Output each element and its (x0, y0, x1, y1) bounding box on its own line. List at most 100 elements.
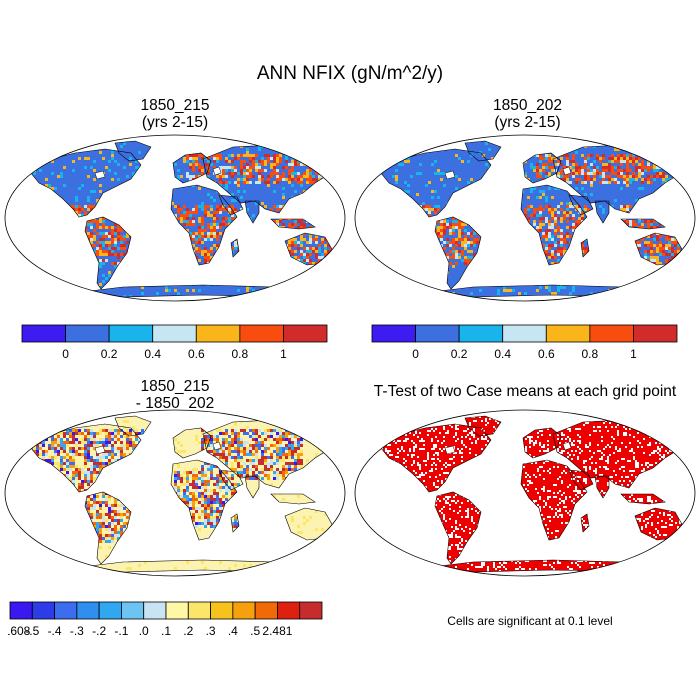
colorbar-box (254, 601, 278, 620)
map-boundary (4, 134, 346, 302)
coastline-north-america (30, 423, 142, 493)
colorbar-tick-label: 1 (630, 347, 637, 361)
coastline-india (594, 475, 610, 499)
panel-title-ttest: T-Test of two Case means at each grid po… (373, 383, 677, 400)
lake (94, 170, 106, 180)
lake (444, 445, 456, 455)
colorbar-box (239, 324, 284, 343)
map-case-a (4, 134, 346, 302)
significance-note: Cells are significant at 0.1 level (447, 614, 613, 628)
colorbar-tick-label: 1 (280, 347, 287, 361)
colorbar-tick-label: 0.6 (538, 347, 555, 361)
coastline-africa (170, 184, 238, 266)
colorbar-tick-label: -.4 (48, 624, 62, 638)
colorbar-box (143, 601, 167, 620)
colorbar-box (65, 324, 110, 343)
lake (562, 441, 572, 451)
coastline-north-america (380, 148, 492, 218)
coastline-europe (522, 427, 562, 459)
colorbar-box (31, 601, 55, 620)
colorbar-box (277, 601, 301, 620)
colorbar-box (458, 324, 504, 343)
coastline-india (244, 200, 260, 224)
map-boundary (354, 134, 696, 302)
panel-title-case-b-line1: 1850_202 (493, 97, 562, 114)
coastline-new-zealand (688, 258, 695, 278)
colorbar-box (195, 324, 241, 343)
coastline-south-america (434, 491, 482, 565)
coastline-europe (172, 152, 212, 184)
colorbar-tick-label: .2 (183, 624, 193, 638)
coastline-madagascar (230, 238, 240, 258)
colorbar-tick-label: .5 (250, 624, 260, 638)
coastline-north-america (380, 423, 492, 493)
colorbar-box (299, 601, 323, 620)
lake (94, 445, 106, 455)
coastline-india (594, 200, 610, 224)
colorbar-tick-label: -.1 (114, 624, 128, 638)
coastline-arabia (218, 469, 244, 491)
coastline-africa (520, 459, 588, 541)
panel-title-case-a: 1850_215 (yrs 2-15) (25, 97, 325, 131)
panel-title-case-a-line1: 1850_215 (140, 97, 210, 114)
coastline-europe (522, 152, 562, 184)
coastline-arabia (568, 194, 594, 216)
colorbar-box (283, 324, 328, 343)
coastline-india (244, 475, 260, 499)
colorbar-tick-label: 0.6 (188, 347, 205, 361)
colorbar-box (545, 324, 591, 343)
colorbar-tick-label: 0.2 (101, 347, 118, 361)
colorbar-box (152, 324, 197, 343)
figure-title: ANN NFIX (gN/m^2/y) (256, 63, 444, 84)
coastline-south-america (84, 491, 132, 565)
map-boundary (4, 409, 346, 577)
coastline-madagascar (580, 238, 590, 258)
colorbar-box (371, 324, 416, 343)
coastline-europe (172, 427, 212, 459)
coastline-indonesia (270, 493, 316, 505)
panel-title-difference-line1: 1850_215 (140, 378, 210, 395)
colorbar-box (187, 601, 211, 620)
colorbar-box (9, 601, 33, 620)
colorbar-tick-label: .0 (139, 624, 149, 638)
lake (444, 170, 456, 180)
colorbar-box (108, 324, 154, 343)
coastline-madagascar (580, 513, 590, 533)
colorbar-tick-label: .1 (161, 624, 171, 638)
panel-title-case-a-line2: (yrs 2-15) (141, 114, 209, 131)
panel-title-difference: 1850_215 - 1850_202 (25, 378, 325, 412)
coastline-africa (170, 459, 238, 541)
panel-title-difference-line2: - 1850_202 (135, 395, 215, 412)
coastline-arabia (218, 194, 244, 216)
lake (212, 166, 222, 176)
coastline-africa (520, 184, 588, 266)
colorbar-tick-label: 0 (62, 347, 69, 361)
lake (562, 166, 572, 176)
coastline-greenland (464, 415, 502, 437)
colorbar-box (633, 324, 678, 343)
coastline-arabia (568, 469, 594, 491)
map-case-b (354, 134, 696, 302)
colorbar-tick-label: .3 (206, 624, 216, 638)
coastline-madagascar (230, 513, 240, 533)
coastline-indonesia (620, 218, 666, 230)
colorbar-tick-label: 0.2 (451, 347, 468, 361)
coastline-greenland (114, 140, 152, 162)
map-boundary (354, 409, 696, 577)
colorbar-tick-label: 0.4 (144, 347, 161, 361)
colorbar-box (589, 324, 634, 343)
coastline-indonesia (270, 218, 316, 230)
colorbar-tick-label: -.2 (92, 624, 106, 638)
colorbar-box (98, 601, 122, 620)
coastline-new-zealand (338, 258, 345, 278)
coastline-greenland (114, 415, 152, 437)
colorbar-box (502, 324, 547, 343)
colorbar-case-a: 0 0.2 0.4 0.6 0.8 1 (21, 324, 328, 361)
colorbar-box (21, 324, 66, 343)
coastline-indonesia (620, 493, 666, 505)
colorbar-box (232, 601, 256, 620)
colorbar-case-b: 0 0.2 0.4 0.6 0.8 1 (371, 324, 678, 361)
coastline-greenland (464, 140, 502, 162)
colorbar-tick-label: 0.8 (582, 347, 599, 361)
